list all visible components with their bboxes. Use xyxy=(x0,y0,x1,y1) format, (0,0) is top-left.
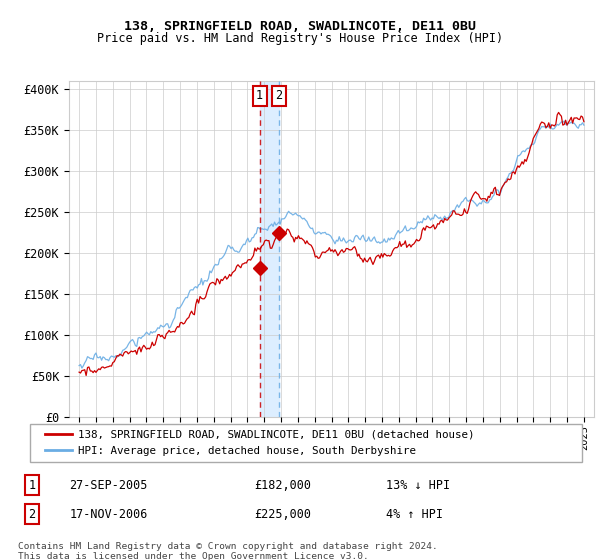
Text: £182,000: £182,000 xyxy=(254,479,311,492)
Bar xyxy=(260,81,279,417)
Text: 1: 1 xyxy=(256,90,263,102)
Text: 4% ↑ HPI: 4% ↑ HPI xyxy=(386,507,443,521)
Text: 13% ↓ HPI: 13% ↓ HPI xyxy=(386,479,451,492)
Text: 17-NOV-2006: 17-NOV-2006 xyxy=(70,507,148,521)
FancyBboxPatch shape xyxy=(30,424,582,462)
Text: £225,000: £225,000 xyxy=(254,507,311,521)
Text: Contains HM Land Registry data © Crown copyright and database right 2024.
This d: Contains HM Land Registry data © Crown c… xyxy=(18,542,438,560)
Text: 138, SPRINGFIELD ROAD, SWADLINCOTE, DE11 0BU: 138, SPRINGFIELD ROAD, SWADLINCOTE, DE11… xyxy=(124,20,476,32)
Legend: 138, SPRINGFIELD ROAD, SWADLINCOTE, DE11 0BU (detached house), HPI: Average pric: 138, SPRINGFIELD ROAD, SWADLINCOTE, DE11… xyxy=(41,426,479,460)
Text: 2: 2 xyxy=(29,507,36,521)
Text: 27-SEP-2005: 27-SEP-2005 xyxy=(70,479,148,492)
Text: 2: 2 xyxy=(275,90,283,102)
Text: 1: 1 xyxy=(29,479,36,492)
Text: Price paid vs. HM Land Registry's House Price Index (HPI): Price paid vs. HM Land Registry's House … xyxy=(97,32,503,45)
